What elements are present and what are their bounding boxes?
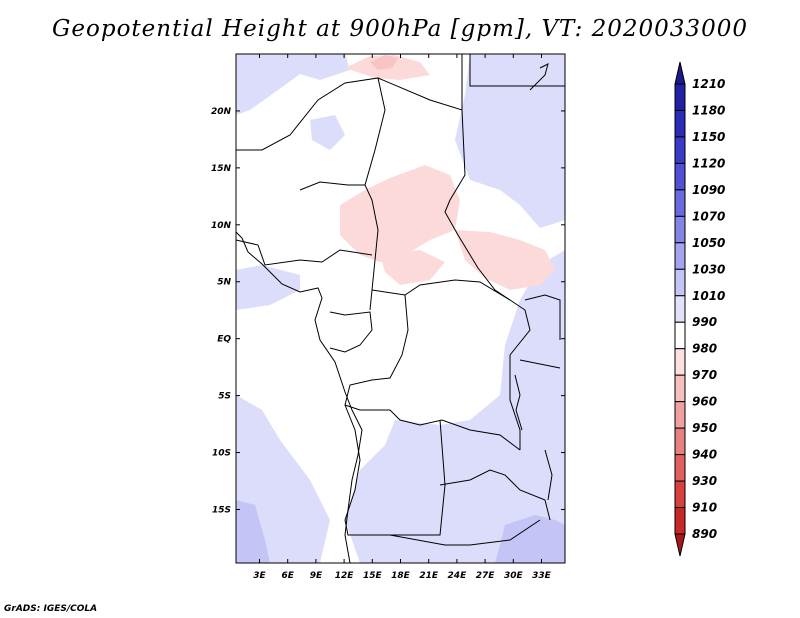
colorbar-segment	[674, 162, 686, 191]
lon-label: 9E	[310, 571, 323, 581]
lat-label: 10S	[212, 449, 231, 459]
colorbar-label: 1010	[692, 289, 725, 303]
colorbar-cap-top	[674, 61, 686, 85]
colorbar-segment	[674, 348, 686, 376]
colorbar-segment	[674, 295, 686, 323]
lat-label: 15S	[212, 505, 231, 515]
lon-label: 30E	[504, 571, 524, 581]
map-title: Geopotential Height at 900hPa [gpm], VT:…	[52, 16, 748, 42]
lat-label: EQ	[217, 335, 231, 345]
colorbar-label: 910	[692, 501, 717, 515]
colorbar-label: 970	[692, 368, 717, 382]
lat-label: 5N	[217, 278, 231, 288]
color-legend: 1210 1180 1150 1120 1090 1070 1050 1030 1010 990 9…	[674, 61, 725, 557]
lon-label: 21E	[419, 571, 439, 581]
colorbar-label: 950	[692, 421, 717, 435]
colorbar-label: 1070	[692, 209, 725, 223]
lon-label: 15E	[363, 571, 383, 581]
colorbar-segment	[674, 427, 686, 456]
colorbar-segment	[674, 480, 686, 509]
colorbar-label: 1210	[692, 77, 725, 91]
colorbar-label: 1120	[692, 156, 725, 170]
colorbar-segment	[674, 321, 686, 350]
colorbar-label: 890	[692, 527, 717, 541]
coastline	[236, 63, 553, 563]
lon-label: 3E	[253, 571, 266, 581]
colorbar-label: 960	[692, 395, 717, 409]
lat-label: 15N	[211, 164, 232, 174]
colorbar-label: 1180	[692, 103, 725, 117]
lat-label: 20N	[211, 107, 232, 117]
lon-label: 24E	[448, 571, 468, 581]
colorbar-segment	[674, 268, 686, 297]
colorbar-label: 1090	[692, 183, 725, 197]
colorbar-segment	[674, 507, 686, 535]
colorbar-segment	[674, 109, 686, 138]
height-field	[236, 54, 565, 563]
colorbar-segment	[674, 215, 686, 244]
colorbar-label: 1150	[692, 130, 725, 144]
colorbar-segment	[674, 401, 686, 429]
colorbar-segment	[674, 83, 686, 111]
lat-label: 10N	[211, 221, 232, 231]
colorbar-label: 1050	[692, 236, 725, 250]
colorbar-segment	[674, 454, 686, 482]
colorbar-segment	[674, 242, 686, 270]
colorbar-cap-bottom	[674, 533, 686, 557]
colorbar-segment	[674, 136, 686, 164]
colorbar-label: 940	[692, 448, 717, 462]
colorbar-label: 990	[692, 315, 717, 329]
country-borders	[236, 54, 565, 546]
lon-label: 6E	[281, 571, 294, 581]
colorbar-label: 980	[692, 342, 717, 356]
colorbar-label: 1030	[692, 262, 725, 276]
colorbar-label: 930	[692, 474, 717, 488]
lon-label: 27E	[476, 571, 496, 581]
colorbar-segment	[674, 189, 686, 217]
axis-ticks: 3E 6E 9E 12E 15E 18E 21E 24E 27E 30E 33E 20N 15N 10N 5…	[211, 54, 565, 581]
lon-label: 33E	[532, 571, 552, 581]
lon-label: 18E	[391, 571, 411, 581]
lat-label: 5S	[218, 392, 231, 402]
grads-credit: GrADS: IGES/COLA	[4, 604, 98, 614]
colorbar-segment	[674, 374, 686, 403]
lon-label: 12E	[335, 571, 355, 581]
